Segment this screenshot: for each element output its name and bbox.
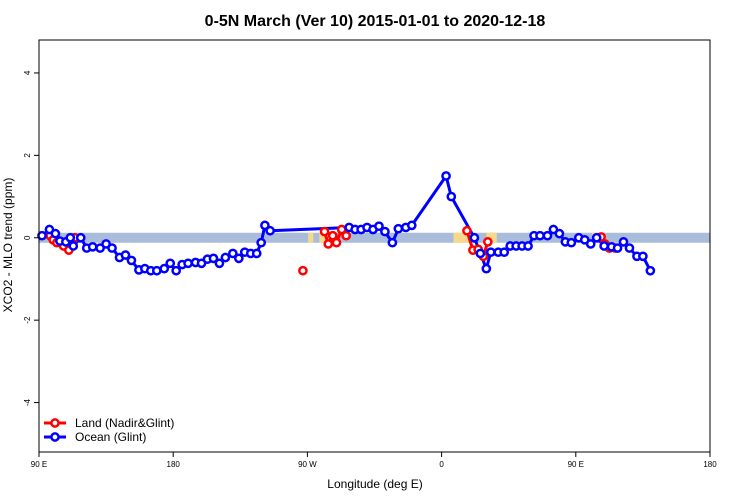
data-point [65,232,76,243]
data-point [341,230,352,241]
legend-label: Land (Nadir&Glint) [75,416,174,430]
data-point [87,241,98,252]
data-point [68,241,79,251]
data-point [387,237,398,248]
data-point [171,265,182,276]
data-point [126,255,137,266]
data-point [446,191,457,202]
data-point [120,250,131,260]
x-axis: 90 E 180 90 W 0 90 E 180 [31,452,717,469]
data-point [485,247,496,258]
data-point [393,223,404,234]
data-point [75,232,86,243]
y-tick-label: 0 [23,235,32,240]
data-point [618,237,629,247]
data-point [499,247,510,258]
land-band [308,232,314,243]
x-tick-label: 90 E [568,460,584,469]
data-point [159,263,170,274]
y-tick-label: -2 [23,316,32,324]
ocean-band [39,232,710,243]
plot-frame [38,39,711,453]
data-point [208,253,219,264]
data-point [566,237,577,248]
data-point [585,239,596,249]
x-tick-label: 0 [439,460,444,469]
plot-area [37,171,710,276]
data-point [214,258,225,269]
data-point [107,243,117,253]
data-point [482,237,493,247]
data-point [151,265,162,276]
data-point [481,263,492,274]
data-point [165,258,176,269]
data-point [50,228,61,239]
data-point [323,239,334,249]
land-band [453,232,472,243]
data-point [220,252,231,263]
data-point [183,258,193,269]
y-axis: -4 -2 0 2 4 [23,70,39,406]
data-point [645,265,656,276]
data-point [406,220,417,231]
y-tick-label: -4 [23,398,32,406]
data-point [319,226,330,237]
data-point [37,230,47,241]
data-point [469,232,480,243]
y-tick-label: 2 [23,153,32,158]
data-point [265,225,275,236]
x-tick-label: 90 E [31,460,47,469]
data-point [233,253,244,264]
x-tick-label: 90 W [298,460,317,469]
data-point [591,232,602,243]
legend-marker [50,432,60,442]
data-point [535,230,545,241]
data-point [331,237,342,248]
data-point [260,220,270,231]
data-point [251,248,262,259]
data-point [298,265,308,276]
land-band [486,232,497,243]
data-point [475,248,486,259]
data-point [462,225,472,236]
data-point [612,243,623,253]
legend: Land (Nadir&Glint)Ocean (Glint) [44,416,174,444]
legend-label: Ocean (Glint) [75,430,146,444]
data-point [554,228,565,239]
data-point [374,221,384,232]
data-point [227,248,238,259]
legend-marker [50,418,60,428]
data-point [256,237,267,248]
x-axis-label: Longitude (deg E) [327,477,422,491]
data-point [542,230,553,241]
x-tick-label: 180 [703,460,717,469]
chart-title: 0-5N March (Ver 10) 2015-01-01 to 2020-1… [205,13,546,30]
data-point [441,171,451,181]
data-point [624,243,635,253]
x-tick-label: 180 [167,460,181,469]
y-tick-label: 4 [23,70,32,75]
data-point [327,230,338,241]
data-point [638,251,648,262]
data-point [523,241,533,251]
data-point [380,226,390,237]
y-axis-label: XCO2 - MLO trend (ppm) [1,178,15,313]
data-point [599,241,609,251]
